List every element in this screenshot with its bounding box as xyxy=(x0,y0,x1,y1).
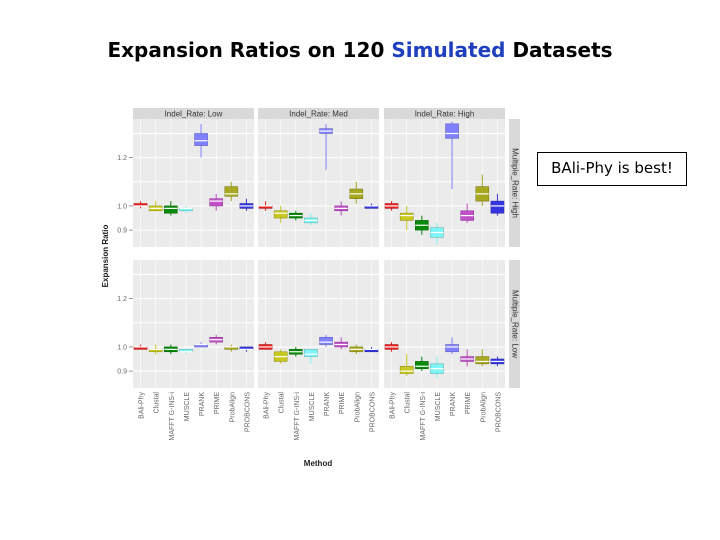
x-tick-label: ProbAlign xyxy=(480,392,487,422)
x-tick-label: BAli-Phy xyxy=(139,392,146,419)
facet-strip-row xyxy=(509,260,520,388)
x-tick-label: PRANK xyxy=(199,392,206,416)
x-tick-label: MAFFT G-INS-i xyxy=(169,392,176,441)
box-body xyxy=(475,356,490,365)
x-tick-label: PROBCONS xyxy=(495,392,502,432)
x-tick-label: PRIME xyxy=(465,392,472,415)
x-tick-label: Clustal xyxy=(405,392,412,414)
box-body xyxy=(415,361,429,369)
y-tick-label: 0.9 xyxy=(117,369,127,376)
facet-strip-row xyxy=(509,119,520,247)
facet-strip-col-label: Indel_Rate: Low xyxy=(165,110,223,119)
x-tick-label: PRIME xyxy=(214,392,221,415)
x-tick-label: BAli-Phy xyxy=(390,392,397,419)
title-highlight: Simulated xyxy=(391,38,506,62)
facet-strip-col xyxy=(258,108,379,119)
box-body xyxy=(224,186,239,197)
box-body xyxy=(164,205,178,214)
x-tick-label: Clustal xyxy=(154,392,161,414)
box-body xyxy=(399,365,414,374)
y-tick-label: 1.0 xyxy=(117,203,127,210)
facet-strip-row-label: Multiple_Rate: High xyxy=(510,148,519,218)
box-body xyxy=(319,336,333,345)
x-tick-label: PRANK xyxy=(450,392,457,416)
facet-strip-col-label: Indel_Rate: Med xyxy=(289,110,348,119)
x-tick-label: Clustal xyxy=(279,392,286,414)
y-tick-label: 1.0 xyxy=(117,344,127,351)
y-tick-label: 1.2 xyxy=(117,155,127,162)
x-tick-label: MUSCLE xyxy=(309,392,316,422)
x-tick-label: MAFFT G-INS-i xyxy=(420,392,427,441)
x-tick-label: PRANK xyxy=(324,392,331,416)
panel-background xyxy=(133,260,254,388)
facet-strip-col-label: Indel_Rate: High xyxy=(415,110,475,119)
x-tick-label: BAli-Phy xyxy=(264,392,271,419)
box-body xyxy=(490,200,505,214)
facet-strip-col xyxy=(384,108,505,119)
callout-box: BAli-Phy is best! xyxy=(537,152,687,186)
facet-strip-row-label: Multiple_Rate: Low xyxy=(510,290,519,358)
box-body xyxy=(445,123,459,139)
panel-background xyxy=(258,119,379,247)
title-part-1: Expansion Ratios on 120 xyxy=(107,38,392,62)
panel-background xyxy=(258,260,379,388)
box-body xyxy=(273,210,288,219)
box-body xyxy=(194,133,208,146)
y-axis-label: Expansion Ratio xyxy=(101,225,110,288)
panel-background xyxy=(384,119,505,247)
x-axis-label: Method xyxy=(304,459,333,468)
box-body xyxy=(209,198,223,207)
box-body xyxy=(304,349,318,357)
y-tick-label: 0.9 xyxy=(117,228,127,235)
x-tick-label: ProbAlign xyxy=(229,392,236,422)
x-tick-label: MUSCLE xyxy=(184,392,191,422)
x-tick-label: ProbAlign xyxy=(354,392,361,422)
title-part-2: Datasets xyxy=(505,38,613,62)
box-body xyxy=(399,212,414,221)
x-tick-label: PROBCONS xyxy=(369,392,376,432)
panel-background xyxy=(133,119,254,247)
y-tick-label: 1.2 xyxy=(117,296,127,303)
x-tick-label: MAFFT G-INS-i xyxy=(294,392,301,441)
slide-title: Expansion Ratios on 120 Simulated Datase… xyxy=(0,38,720,62)
x-tick-label: MUSCLE xyxy=(435,392,442,422)
box-body xyxy=(445,344,459,353)
x-tick-label: PROBCONS xyxy=(244,392,251,432)
facet-strip-col xyxy=(133,108,254,119)
x-tick-label: PRIME xyxy=(339,392,346,415)
